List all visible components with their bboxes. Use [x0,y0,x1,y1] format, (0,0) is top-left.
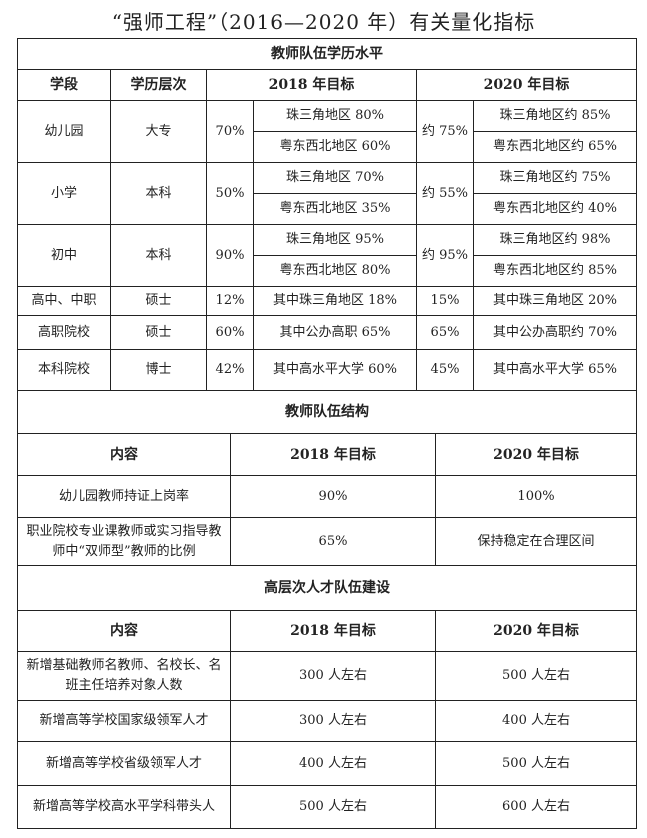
table-row: 本科院校 博士 42% 其中高水平大学 60% 45% 其中高水平大学 65% [17,349,637,391]
content-cell: 新增基础教师名教师、名校长、名班主任培养对象人数 [17,651,231,701]
education-table: 教师队伍学历水平 学段 学历层次 2018 年目标 2020 年目标 幼儿园 大专… [17,38,637,391]
target-2018-cell: 50% [206,162,254,225]
target-2020-cell: 500 人左右 [434,651,638,701]
table-row: 初中 本科 90% 珠三角地区 95% 约 95% 珠三角地区约 98% [17,224,637,287]
stage-cell: 高职院校 [17,315,111,350]
content-cell: 幼儿园教师持证上岗率 [17,475,231,518]
target-2020-detail-cell: 珠三角地区约 98% [473,224,637,256]
target-2020-cell: 400 人左右 [434,700,638,742]
table-row: 粤东西北地区 60% 粤东西北地区约 65% [18,131,637,163]
content-cell: 新增高等学校省级领军人才 [17,741,231,786]
target-2018-detail-cell: 珠三角地区 95% [253,224,417,256]
stage-cell: 高中、中职 [17,286,111,316]
target-2020-cell: 65% [416,315,474,350]
content-cell: 新增高等学校国家级领军人才 [17,700,231,742]
target-2020-cell: 约 75% [416,100,474,163]
column-header: 学历层次 [110,69,207,101]
table-row: 粤东西北地区 80% 粤东西北地区约 85% [18,255,637,287]
target-2020-cell: 600 人左右 [434,785,638,829]
target-2018-cell: 70% [206,100,254,163]
target-2020-cell: 15% [416,286,474,316]
column-header: 2020 年目标 [416,69,637,101]
section-title: 高层次人才队伍建设 [16,565,638,611]
target-2020-cell: 45% [416,349,474,391]
target-2018-cell: 500 人左右 [230,785,436,829]
target-2020-detail-cell: 其中珠三角地区 20% [473,286,637,316]
table-row: 新增高等学校国家级领军人才 300 人左右 400 人左右 [17,700,638,742]
table-row: 职业院校专业课教师或实习指导教师中“双师型”教师的比例 65% 保持稳定在合理区间 [17,517,638,566]
column-header: 内容 [17,610,231,652]
target-2018-detail-cell: 其中高水平大学 60% [253,349,417,391]
target-2018-cell: 42% [206,349,254,391]
target-2018-cell: 65% [230,517,436,566]
section-title: 教师队伍结构 [16,390,638,434]
target-2018-detail-cell: 珠三角地区 70% [253,162,417,194]
target-2020-detail-cell: 珠三角地区约 75% [473,162,637,194]
target-2020-cell: 100% [434,475,638,518]
table-row: 粤东西北地区 35% 粤东西北地区约 40% [18,193,637,225]
column-header: 2018 年目标 [206,69,417,101]
stage-cell: 本科院校 [17,349,111,391]
degree-level-cell: 硕士 [110,315,207,350]
stage-cell: 初中 [17,224,111,287]
content-cell: 职业院校专业课教师或实习指导教师中“双师型”教师的比例 [17,517,231,566]
content-cell: 新增高等学校高水平学科带头人 [17,785,231,829]
degree-level-cell: 博士 [110,349,207,391]
target-2018-detail-cell: 珠三角地区 80% [253,100,417,132]
section-title: 教师队伍学历水平 [17,38,637,70]
table-row: 幼儿园教师持证上岗率 90% 100% [17,475,638,518]
stage-cell: 幼儿园 [17,100,111,163]
target-2020-detail-cell: 珠三角地区约 85% [473,100,637,132]
target-2018-detail-cell: 粤东西北地区 35% [253,193,417,225]
target-2018-cell: 12% [206,286,254,316]
table-row: 新增高等学校高水平学科带头人 500 人左右 600 人左右 [17,785,638,829]
target-2020-cell: 保持稳定在合理区间 [434,517,638,566]
target-2020-detail-cell: 粤东西北地区约 40% [473,193,637,225]
stage-cell: 小学 [17,162,111,225]
column-header: 2020 年目标 [434,433,638,476]
target-2020-detail-cell: 粤东西北地区约 65% [473,131,637,163]
target-2018-detail-cell: 其中珠三角地区 18% [253,286,417,316]
target-2020-detail-cell: 其中公办高职约 70% [473,315,637,350]
target-2018-detail-cell: 粤东西北地区 60% [253,131,417,163]
target-2020-cell: 500 人左右 [434,741,638,786]
talent-table: 高层次人才队伍建设 内容 2018 年目标 2020 年目标 新增基础教师名教师… [16,565,638,829]
table-row: 小学 本科 50% 珠三角地区 70% 约 55% 珠三角地区约 75% [17,162,637,225]
table-row: 高职院校 硕士 60% 其中公办高职 65% 65% 其中公办高职约 70% [17,315,637,350]
document-title: “强师工程”（2016—2020 年）有关量化指标 [111,10,536,34]
degree-level-cell: 大专 [110,100,207,163]
target-2018-cell: 60% [206,315,254,350]
target-2020-cell: 约 55% [416,162,474,225]
column-header: 学段 [17,69,111,101]
column-header: 2018 年目标 [230,610,436,652]
target-2018-detail-cell: 其中公办高职 65% [253,315,417,350]
degree-level-cell: 本科 [110,224,207,287]
column-header: 2018 年目标 [230,433,436,476]
degree-level-cell: 硕士 [110,286,207,316]
target-2020-cell: 约 95% [416,224,474,287]
table-row: 新增高等学校省级领军人才 400 人左右 500 人左右 [17,741,638,786]
target-2020-detail-cell: 其中高水平大学 65% [473,349,637,391]
degree-level-cell: 本科 [110,162,207,225]
target-2018-cell: 300 人左右 [230,651,436,701]
target-2018-cell: 300 人左右 [230,700,436,742]
column-header: 2020 年目标 [434,610,638,652]
column-header: 内容 [17,433,231,476]
target-2020-detail-cell: 粤东西北地区约 85% [473,255,637,287]
target-2018-cell: 90% [230,475,436,518]
table-row: 新增基础教师名教师、名校长、名班主任培养对象人数 300 人左右 500 人左右 [17,651,638,701]
table-row: 幼儿园 大专 70% 珠三角地区 80% 约 75% 珠三角地区约 85% [17,100,637,163]
target-2018-detail-cell: 粤东西北地区 80% [253,255,417,287]
target-2018-cell: 400 人左右 [230,741,436,786]
structure-table: 教师队伍结构 内容 2018 年目标 2020 年目标 幼儿园教师持证上岗率 90… [16,390,638,566]
table-row: 高中、中职 硕士 12% 其中珠三角地区 18% 15% 其中珠三角地区 20% [17,286,637,316]
target-2018-cell: 90% [206,224,254,287]
